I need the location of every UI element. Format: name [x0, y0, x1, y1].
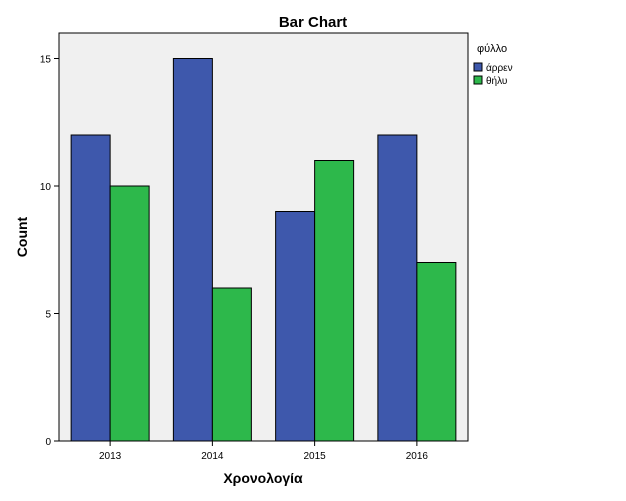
bar-2014-2 — [211, 287, 252, 442]
chart-title: Bar Chart — [279, 14, 347, 31]
bar-2016-2 — [416, 262, 457, 442]
bar-2015-1 — [275, 211, 316, 442]
x-tick-label: 2015 — [304, 451, 327, 462]
x-axis-title: Χρονολογία — [223, 470, 303, 486]
legend-swatch — [473, 62, 483, 72]
y-axis: 0 5 10 15 — [40, 55, 59, 448]
legend-label: θήλυ — [486, 75, 507, 87]
bar-2016-1 — [377, 134, 418, 442]
y-tick-label: 15 — [40, 55, 52, 66]
bar-2015-2 — [314, 160, 355, 442]
legend-swatch — [473, 75, 483, 85]
legend-label: άρρεν — [486, 62, 513, 74]
y-tick-label: 0 — [45, 437, 51, 448]
y-tick-label: 5 — [45, 310, 51, 321]
y-tick-label: 10 — [40, 182, 52, 193]
bars-group — [70, 58, 457, 442]
x-axis: 2013 2014 2015 2016 — [99, 441, 428, 462]
legend-title: φύλλο — [477, 43, 507, 55]
x-tick-label: 2016 — [406, 451, 429, 462]
bar-2014-1 — [172, 58, 213, 442]
bar-2013-2 — [109, 185, 150, 442]
x-tick-label: 2014 — [201, 451, 224, 462]
bar-2013-1 — [70, 134, 111, 442]
y-axis-title: Count — [14, 216, 30, 257]
x-tick-label: 2013 — [99, 451, 122, 462]
